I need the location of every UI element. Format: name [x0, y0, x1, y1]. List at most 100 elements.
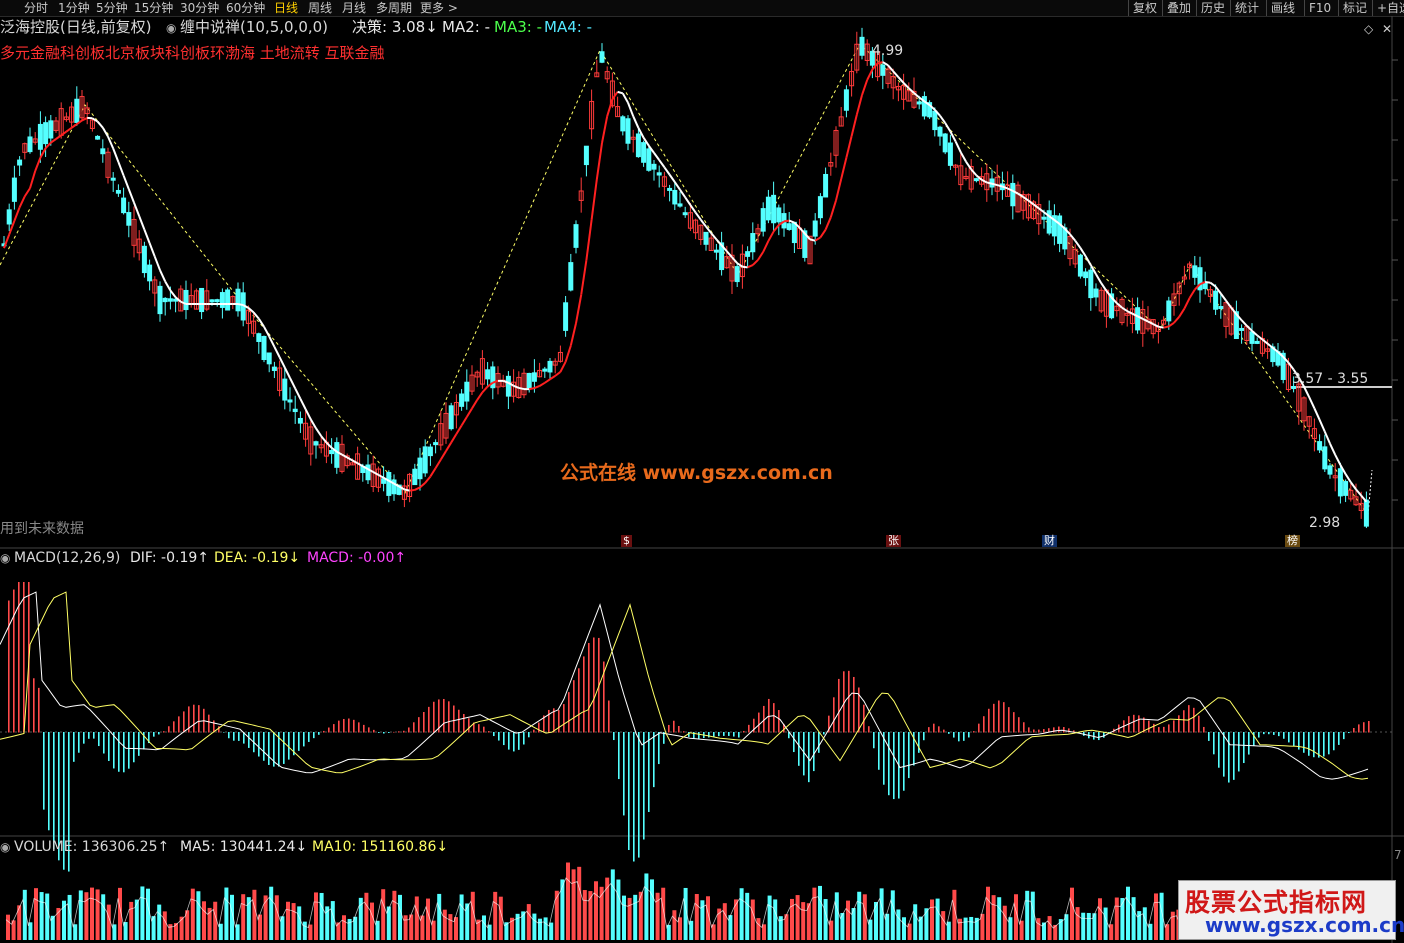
tab-15min[interactable]: 15分钟: [134, 1, 174, 15]
macd-bar: [1253, 732, 1255, 747]
tab-multi-period[interactable]: 多周期: [376, 1, 413, 15]
volume-bar: [834, 892, 839, 940]
volume-bar: [577, 866, 582, 940]
volume-bar: [1170, 911, 1175, 940]
tab-more[interactable]: 更多 >: [420, 1, 458, 15]
ma-segment: [481, 385, 489, 393]
volume-bar: [689, 920, 694, 940]
macd-bar: [473, 722, 475, 733]
macd-bar: [328, 727, 330, 733]
volume-bar: [1042, 922, 1046, 940]
ma-segment: [122, 175, 130, 190]
ma-segment: [1032, 203, 1040, 210]
volume-bar: [1008, 917, 1013, 940]
tab-fenshi[interactable]: 分时: [24, 1, 49, 15]
ma-segment: [13, 206, 21, 222]
ma-segment: [252, 311, 260, 320]
volume-bar: [868, 919, 873, 940]
f10-button[interactable]: F10: [1304, 0, 1331, 16]
volume-bar: [952, 889, 957, 940]
ma-segment: [1064, 227, 1071, 235]
draw-button[interactable]: 画线: [1266, 0, 1295, 16]
event-mark-bang[interactable]: 榜: [1285, 534, 1300, 547]
volume-bar: [34, 888, 38, 940]
macd-toggle-icon[interactable]: ◉: [0, 551, 11, 565]
volume-title[interactable]: VOLUME: 136306.25↑: [14, 839, 170, 855]
macd-bar: [388, 732, 390, 733]
ma-segment: [81, 117, 88, 122]
history-button[interactable]: 历史: [1196, 0, 1225, 16]
volume-bar: [185, 910, 190, 940]
volume-bar: [1137, 911, 1142, 940]
ma-segment: [705, 225, 712, 234]
macd-bar: [1278, 732, 1280, 737]
volume-bar: [997, 897, 1002, 940]
macd-bar: [1283, 732, 1285, 739]
tab-60min[interactable]: 60分钟: [226, 1, 266, 15]
ma-segment: [143, 229, 151, 244]
overlay-button[interactable]: 叠加: [1162, 0, 1191, 16]
ma-segment: [1225, 300, 1233, 309]
volume-bar: [1025, 890, 1030, 940]
ma-segment: [1100, 282, 1108, 292]
macd-bar: [1073, 730, 1075, 733]
event-mark-dollar[interactable]: $: [621, 534, 632, 547]
event-mark-cai[interactable]: 财: [1042, 534, 1057, 547]
ma-segment: [273, 346, 281, 358]
indicator-name[interactable]: 缠中说禅(10,5,0,0,0): [180, 18, 329, 36]
volume-bar: [78, 890, 83, 940]
tab-1min[interactable]: 1分钟: [58, 1, 90, 15]
volume-bar: [286, 901, 290, 940]
ma-segment: [1355, 488, 1362, 497]
volume-bar: [1002, 905, 1007, 940]
candle-body: [271, 366, 277, 371]
candle-body: [521, 372, 527, 396]
event-mark-zhang[interactable]: 张: [886, 534, 901, 547]
candle-body: [1213, 290, 1219, 310]
volume-bar: [403, 915, 408, 940]
ma-segment: [684, 196, 692, 206]
ma-segment: [1173, 316, 1180, 324]
macd-bar: [418, 717, 420, 733]
candle-body: [48, 120, 54, 139]
volume-bar: [1165, 924, 1170, 940]
add-watchlist-button[interactable]: +自选: [1372, 0, 1404, 16]
candle-body: [199, 287, 205, 313]
volume-bar: [67, 894, 72, 940]
stats-button[interactable]: 统计: [1230, 0, 1259, 16]
volume-bar: [174, 923, 178, 940]
candle-body: [703, 231, 709, 245]
volume-bar: [1092, 913, 1097, 940]
volume-toggle-icon[interactable]: ◉: [0, 840, 11, 854]
volume-bar: [745, 892, 750, 940]
ma-segment: [502, 379, 509, 384]
tab-weekly[interactable]: 周线: [308, 1, 333, 15]
macd-bar: [543, 715, 545, 733]
indicator-toggle-icon[interactable]: ◉: [166, 21, 177, 35]
mark-button[interactable]: 标记: [1338, 0, 1367, 16]
volume-bar: [140, 886, 145, 940]
ma-segment: [133, 202, 141, 217]
volume-bar: [946, 921, 951, 940]
macd-bar: [178, 716, 180, 733]
stock-title[interactable]: 泛海控股(日线,前复权): [0, 18, 152, 36]
diamond-icon[interactable]: ◇: [1364, 22, 1374, 36]
volume-bar: [969, 916, 974, 940]
tab-monthly[interactable]: 月线: [342, 1, 367, 15]
volume-bar: [722, 903, 727, 940]
ma-segment: [1277, 351, 1284, 358]
volume-bar: [980, 913, 985, 940]
ma-segment: [471, 399, 479, 409]
tab-daily[interactable]: 日线: [274, 1, 299, 15]
ma-segment: [460, 416, 468, 427]
close-icon[interactable]: ✕: [1382, 22, 1393, 36]
macd-bar: [1048, 728, 1050, 733]
macd-title[interactable]: MACD(12,26,9): [14, 550, 121, 566]
tab-5min[interactable]: 5分钟: [96, 1, 128, 15]
tab-30min[interactable]: 30分钟: [180, 1, 220, 15]
fuquan-button[interactable]: 复权: [1128, 0, 1157, 16]
macd-bar: [648, 732, 650, 812]
ma-segment: [902, 82, 910, 89]
ma-segment: [580, 260, 588, 295]
